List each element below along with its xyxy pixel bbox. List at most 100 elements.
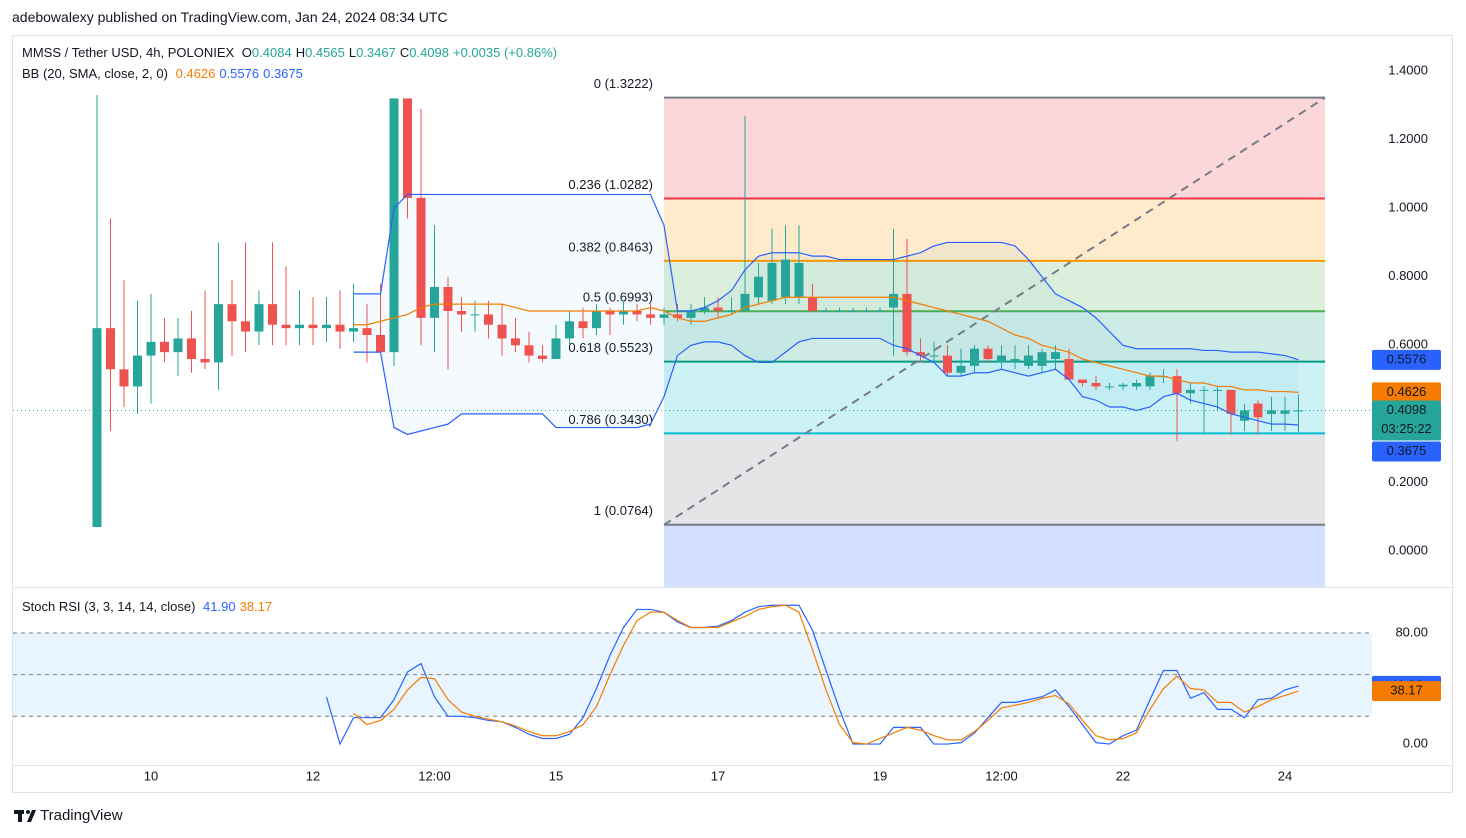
symbol: MMSS / Tether USD, 4h, POLONIEX (22, 45, 235, 60)
fib-label: 0.236 (1.0282) (568, 177, 653, 192)
candle-body (416, 197, 426, 318)
candle-body (1091, 383, 1101, 387)
y-tick-label: 0.6000 (1388, 337, 1428, 352)
brand-logo (14, 810, 36, 822)
price-tag-bg (1372, 400, 1441, 441)
fib-fill (664, 361, 1325, 434)
candle-body (362, 328, 372, 335)
ohlc-letter: L (348, 45, 357, 60)
series-line (353, 337, 1299, 436)
price-tag-text: 0.4098 (1387, 402, 1427, 417)
candle-body (1213, 389, 1222, 391)
candle-body (200, 359, 210, 363)
stoch-pane (325, 604, 1299, 746)
bb-legend: BB (20, SMA, close, 2, 0) 0.4626 0.5576 0.… (22, 66, 311, 82)
x-tick-label: 19 (873, 768, 887, 783)
candle-body (308, 324, 318, 329)
candle-body (619, 311, 628, 315)
candle-body (1118, 384, 1128, 387)
candle-body (916, 352, 925, 356)
series-line (353, 296, 1299, 393)
candle-body (389, 98, 399, 353)
candle-body (767, 263, 777, 301)
candle-body (740, 293, 750, 311)
y-tick-label: 80.00 (1395, 624, 1428, 639)
price-tag: 0.4098 03:25:22 (1372, 400, 1441, 441)
ohlc-letter: O (241, 45, 252, 60)
candle-body (686, 311, 696, 318)
byline: adebowalexy published on TradingView.com… (12, 9, 448, 25)
x-tick-label: 10 (144, 768, 158, 783)
candle-body (524, 345, 534, 356)
candle-body (1294, 410, 1303, 412)
candle-body (889, 293, 898, 308)
candle-body (349, 328, 358, 332)
candle-body (376, 335, 385, 353)
change: +0.0035 (+0.86%) (453, 45, 558, 60)
candle-body (605, 311, 615, 315)
candle-body (1172, 376, 1182, 394)
price-tag: 0.3675 (1372, 441, 1441, 462)
candle-body (808, 297, 817, 311)
price-tag-text: 03:25:22 (1381, 421, 1432, 436)
candle-body (484, 314, 493, 325)
candle-body (1105, 386, 1114, 388)
candle-body (1132, 383, 1141, 387)
indicator-title: Stoch RSI (3, 3, 14, 14, close) (22, 599, 196, 614)
candle-body (92, 328, 102, 527)
fib-fill (664, 311, 1325, 362)
candle-body (335, 324, 345, 332)
candle-body (497, 324, 507, 339)
candle-body (835, 311, 844, 312)
candle-body (1240, 410, 1249, 421)
candle-body (538, 355, 547, 359)
candle-body (821, 311, 831, 312)
candle-body (700, 307, 709, 311)
candle-body (1267, 410, 1276, 414)
ohlc-value: 0.4565 (305, 45, 345, 60)
candle-body (902, 293, 912, 353)
candle-body (187, 338, 196, 359)
candle-body (943, 355, 952, 373)
candle-body (929, 355, 939, 357)
price-tag-bg (1372, 349, 1441, 370)
price-tag-text: 0.3675 (1387, 443, 1427, 458)
candle-body (713, 307, 723, 311)
price-tag-text: 0.5576 (1387, 351, 1427, 366)
candle-body (268, 304, 277, 325)
x-tick-label: 22 (1116, 768, 1130, 783)
chart-frame (12, 35, 1453, 793)
candle-body (848, 311, 858, 312)
candle-body (727, 311, 736, 312)
main-legend: MMSS / Tether USD, 4h, POLONIEX O0.4084 H… (22, 45, 565, 61)
indicator-value: 41.90 (203, 599, 236, 614)
candle-body (794, 263, 804, 298)
fib-label: 0.786 (0.3430) (568, 412, 653, 427)
candle-body (241, 321, 250, 332)
candle-body (227, 304, 237, 322)
stoch-legend: Stoch RSI (3, 3, 14, 14, close) 41.90 38.… (22, 599, 280, 615)
candle-body (956, 365, 966, 373)
readout-tag-bg (1372, 681, 1441, 702)
x-tick-label: 12:00 (985, 768, 1018, 783)
indicator-values: 41.90 38.17 (203, 599, 276, 614)
fib-fill (664, 433, 1325, 525)
ohlc-letter: C (399, 45, 410, 60)
candle-body (592, 311, 601, 329)
candle-body (457, 311, 466, 315)
ohlc-letter: H (295, 45, 306, 60)
candle-body (146, 341, 156, 356)
candle-body (1226, 389, 1236, 414)
candle-body (1280, 410, 1290, 414)
candle-body (1078, 379, 1087, 383)
fib-label: 0 (1.3222) (594, 76, 653, 91)
x-tick-label: 15 (549, 768, 563, 783)
price-tag: 0.4626 (1372, 382, 1441, 403)
indicator-value: 38.17 (239, 599, 273, 614)
x-tick-label: 12 (306, 768, 320, 783)
main-pane: 0 (1.3222) 0.236 (1.0282) 0.382 (0.8463) 0.… (92, 76, 1326, 587)
candle-body (632, 311, 642, 315)
candle-body (1051, 352, 1060, 359)
